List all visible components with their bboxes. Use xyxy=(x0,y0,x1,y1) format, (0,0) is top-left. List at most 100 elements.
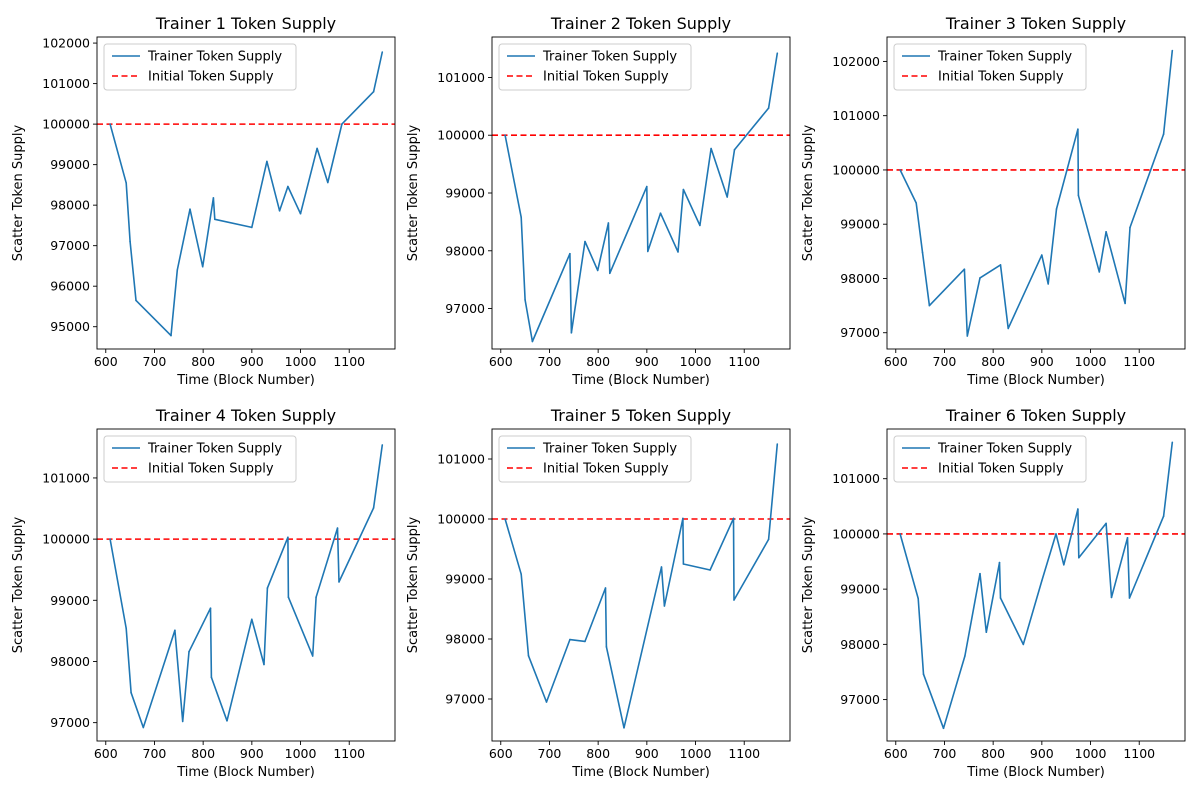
y-tick-label: 99000 xyxy=(840,582,880,597)
x-tick-label: 900 xyxy=(635,354,659,369)
data-point xyxy=(682,188,685,191)
data-point xyxy=(266,587,269,589)
x-tick-label: 800 xyxy=(191,746,215,761)
chart-title: Trainer 6 Token Supply xyxy=(945,406,1126,425)
y-tick-label: 100000 xyxy=(42,117,90,132)
data-point xyxy=(985,631,988,633)
data-point xyxy=(336,527,339,529)
data-point xyxy=(209,607,212,609)
data-point xyxy=(899,533,901,535)
x-tick-label: 800 xyxy=(586,354,610,369)
legend-label-initial: Initial Token Supply xyxy=(148,462,274,477)
y-axis-label: Scatter Token Supply xyxy=(11,124,26,261)
y-tick-label: 100000 xyxy=(832,162,880,177)
x-tick-label: 600 xyxy=(94,746,118,761)
legend-label-trainer: Trainer Token Supply xyxy=(937,50,1072,65)
data-point xyxy=(210,676,213,679)
x-tick-label: 600 xyxy=(489,746,513,761)
data-point xyxy=(341,123,343,125)
data-point xyxy=(570,332,573,334)
data-point xyxy=(921,251,924,254)
data-point xyxy=(125,182,127,184)
data-point xyxy=(1078,556,1080,559)
data-point xyxy=(776,52,779,54)
legend-label-initial: Initial Token Supply xyxy=(938,70,1064,85)
data-point xyxy=(1126,537,1129,539)
data-point xyxy=(942,727,945,730)
y-tick-label: 101000 xyxy=(832,471,880,486)
data-point xyxy=(1063,564,1065,566)
legend-label-trainer: Trainer Token Supply xyxy=(542,50,677,65)
legend-box xyxy=(103,435,297,483)
x-tick-label: 800 xyxy=(981,746,1005,761)
data-point xyxy=(287,536,289,539)
y-tick-label: 102000 xyxy=(832,54,880,69)
x-tick-label: 800 xyxy=(981,354,1005,369)
chart-panel-6: Trainer 6 Token Supply 600 700 800 900 1000 11… xyxy=(801,406,1186,780)
data-point xyxy=(125,627,127,630)
y-tick-label: 98000 xyxy=(840,637,880,652)
data-point xyxy=(733,148,736,151)
legend: Trainer Token Supply Initial Token Supply xyxy=(893,43,1087,91)
legend-label-initial: Initial Token Supply xyxy=(543,70,669,85)
data-point xyxy=(733,599,735,601)
data-point xyxy=(1105,522,1107,525)
x-tick-label: 900 xyxy=(1030,746,1054,761)
y-tick-label: 98000 xyxy=(50,198,90,213)
data-point xyxy=(999,264,1002,266)
data-point xyxy=(699,224,701,227)
x-axis-label: Time (Block Number) xyxy=(176,373,315,388)
y-tick-label: 100000 xyxy=(437,128,485,143)
data-point xyxy=(545,701,548,703)
data-point xyxy=(1105,231,1107,233)
data-point xyxy=(263,663,265,666)
data-point xyxy=(266,160,268,163)
data-point xyxy=(372,507,375,509)
x-tick-label: 900 xyxy=(240,354,264,369)
data-point xyxy=(130,691,132,694)
data-point xyxy=(212,197,215,199)
axes-frame xyxy=(491,428,791,742)
data-point xyxy=(917,597,919,600)
legend-label-trainer: Trainer Token Supply xyxy=(937,442,1072,457)
data-point xyxy=(584,240,586,243)
y-tick-label: 97000 xyxy=(840,325,880,340)
data-point xyxy=(170,334,172,337)
data-point xyxy=(142,726,145,729)
axes-frame xyxy=(96,36,396,350)
data-point xyxy=(569,638,571,641)
axes-frame xyxy=(886,428,1186,742)
y-tick-label: 101000 xyxy=(42,470,90,485)
data-point xyxy=(1162,133,1165,135)
x-tick-label: 1000 xyxy=(680,746,712,761)
y-tick-label: 97000 xyxy=(445,301,485,316)
data-point xyxy=(605,646,608,648)
y-tick-label: 95000 xyxy=(50,319,90,334)
y-tick-label: 101000 xyxy=(437,452,485,467)
x-tick-label: 700 xyxy=(933,354,957,369)
data-point xyxy=(188,650,190,653)
data-point xyxy=(709,569,711,571)
y-tick-label: 102000 xyxy=(42,36,90,51)
data-point xyxy=(174,629,176,632)
x-tick-label: 1100 xyxy=(728,354,760,369)
legend-label-initial: Initial Token Supply xyxy=(543,462,669,477)
series-line-trainer-token-supply xyxy=(899,442,1174,730)
data-point xyxy=(964,655,966,657)
data-point xyxy=(181,720,184,723)
data-point xyxy=(504,134,506,136)
y-axis-label: Scatter Token Supply xyxy=(801,516,816,653)
x-tick-label: 1100 xyxy=(333,354,365,369)
data-point xyxy=(287,185,289,188)
data-point xyxy=(129,240,131,243)
x-tick-label: 1100 xyxy=(728,746,760,761)
chart-panel-4: Trainer 4 Token Supply 600 700 800 900 1000 11… xyxy=(11,406,396,780)
legend-box xyxy=(893,43,1087,91)
chart-title: Trainer 2 Token Supply xyxy=(550,14,731,33)
x-tick-label: 600 xyxy=(884,746,908,761)
data-point xyxy=(623,727,625,729)
x-tick-label: 700 xyxy=(933,746,957,761)
x-axis-label: Time (Block Number) xyxy=(571,373,710,388)
data-point xyxy=(647,250,649,253)
